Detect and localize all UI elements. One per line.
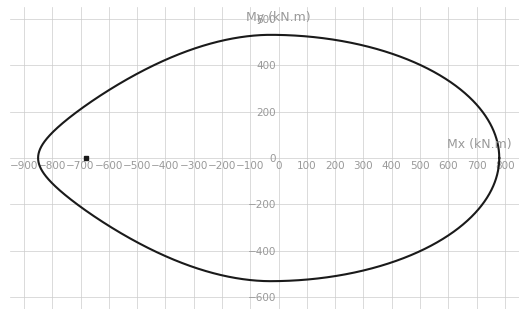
Text: My (kN.m): My (kN.m) — [246, 11, 311, 24]
Text: Mx (kN.m): Mx (kN.m) — [447, 138, 512, 151]
